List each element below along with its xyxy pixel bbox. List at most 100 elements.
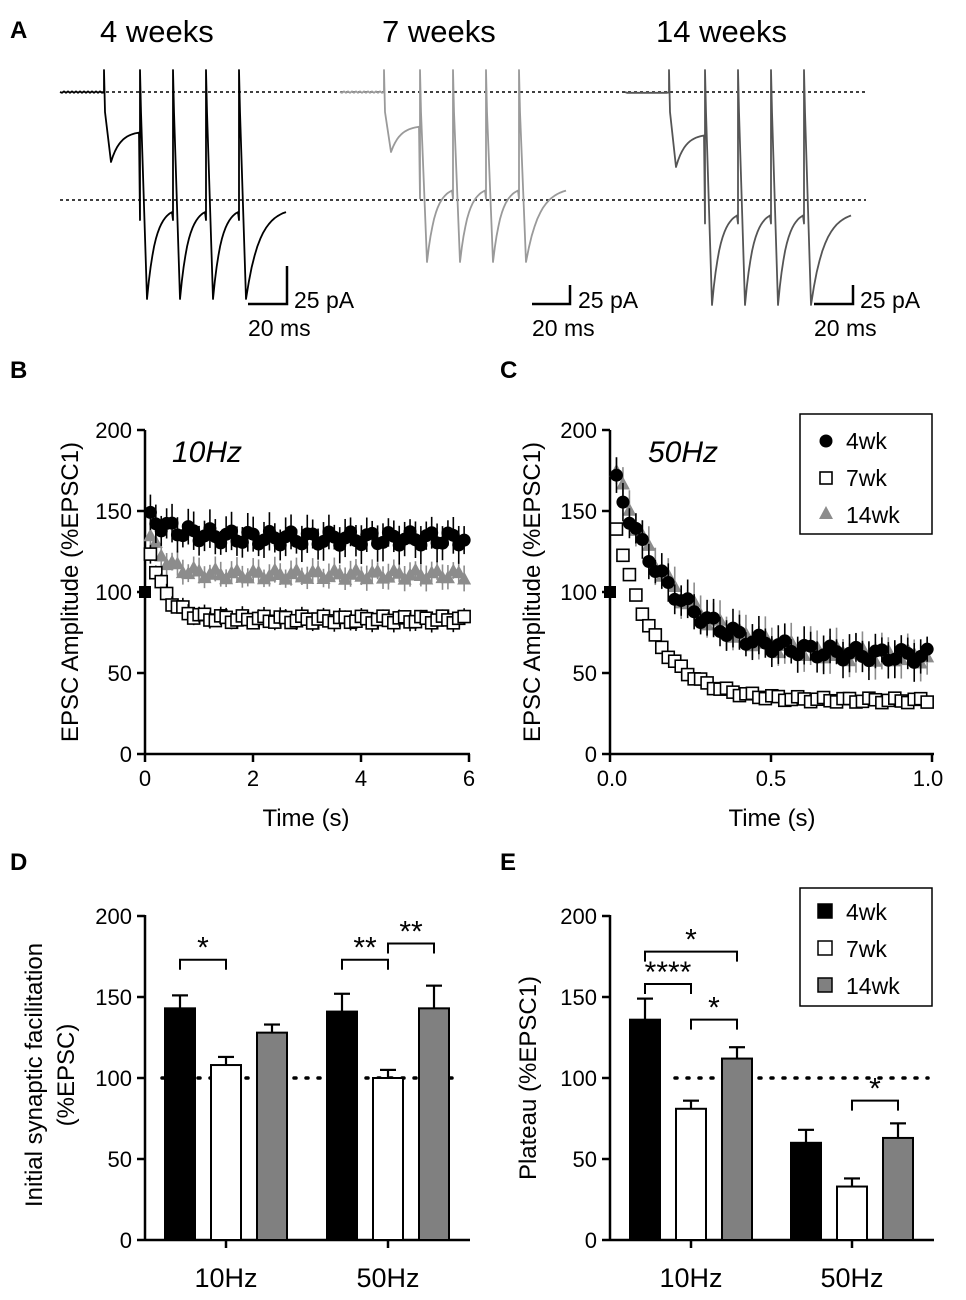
data-point-4wk xyxy=(306,527,320,541)
significance-label: * xyxy=(708,992,720,1025)
scalebar-lines xyxy=(532,285,572,306)
data-point-14wk xyxy=(240,570,255,584)
significance-bracket xyxy=(644,950,738,962)
bar-7wk-50Hz xyxy=(836,1185,868,1242)
data-point-4wk xyxy=(143,505,157,519)
data-point-4wk xyxy=(804,639,818,653)
data-point-4wk xyxy=(165,516,179,530)
bar-7wk-50Hz xyxy=(372,1077,404,1241)
legend-e: 4wk 7wk 14wk xyxy=(799,887,933,1007)
scalebar-7weeks: 25 pA 20 ms xyxy=(532,285,639,341)
panel-c-label: C xyxy=(500,357,517,384)
x-tick-labels: 0 2 4 6 xyxy=(139,766,475,791)
scalebar-time-label: 20 ms xyxy=(532,315,595,341)
epsc-trace xyxy=(339,69,567,263)
y-tick-label: 200 xyxy=(95,418,132,443)
x-tick-label: 6 xyxy=(463,766,475,791)
data-point-4wk xyxy=(295,537,309,551)
y-tick-label: 200 xyxy=(560,904,597,929)
significance-label: ** xyxy=(399,916,423,949)
data-point-14wk xyxy=(143,528,158,542)
x-tick-label: 0.0 xyxy=(597,766,628,791)
data-point-4wk xyxy=(635,533,649,547)
bar-14wk-10Hz xyxy=(256,1031,288,1242)
data-point-4wk xyxy=(457,533,471,547)
frequency-annotation: 50Hz xyxy=(648,436,718,469)
bar-14wk-10Hz xyxy=(721,1057,753,1242)
bar-4wk-10Hz xyxy=(629,1018,661,1241)
panel-e-data: ******* xyxy=(629,924,930,1242)
panel-b-data xyxy=(139,494,472,633)
significance-label: * xyxy=(685,924,697,957)
panel-e-axes: 0 50 100 150 200 10Hz 50Hz Plateau (%EPS… xyxy=(515,904,934,1293)
y-tick-label: 100 xyxy=(560,580,597,605)
data-point-14wk xyxy=(457,571,472,585)
data-point-14wk xyxy=(154,548,169,562)
data-point-14wk xyxy=(440,570,455,584)
y-ticks xyxy=(137,914,145,1242)
data-point-4wk xyxy=(681,592,695,606)
category-label-50hz: 50Hz xyxy=(356,1263,419,1293)
y-tick-label: 100 xyxy=(95,1066,132,1091)
significance-bracket xyxy=(644,983,692,995)
scalebar-amplitude-label: 25 pA xyxy=(578,287,639,313)
x-tick-label: 1.0 xyxy=(913,766,944,791)
data-point-4wk xyxy=(354,538,368,552)
data-point-4wk xyxy=(187,524,201,538)
legend-marker-14wk xyxy=(819,506,833,519)
y-axis-label-line1: Initial synaptic facilitation xyxy=(21,943,48,1207)
panel-c-axes: 0 50 100 150 200 0.0 0.5 1.0 Time (s) EP… xyxy=(519,418,943,832)
significance-label: * xyxy=(197,932,209,965)
data-point-7wk xyxy=(154,574,169,589)
data-point-first xyxy=(139,586,151,598)
data-point-14wk xyxy=(451,565,466,579)
y-tick-labels: 0 50 100 150 200 xyxy=(95,418,132,767)
bar-4wk-10Hz xyxy=(164,1007,196,1242)
significance-bracket xyxy=(341,958,389,970)
data-point-4wk xyxy=(849,640,863,654)
data-point-4wk xyxy=(235,535,249,549)
data-point-7wk xyxy=(622,567,637,582)
y-tick-label: 150 xyxy=(95,985,132,1010)
y-axis-label: EPSC Amplitude (%EPSC1) xyxy=(519,442,546,742)
legend-marker-4wk xyxy=(819,434,833,448)
data-point-4wk xyxy=(616,495,630,509)
y-tick-label: 150 xyxy=(560,499,597,524)
significance-label: * xyxy=(869,1073,881,1106)
data-point-14wk xyxy=(381,569,396,583)
y-axis-label: EPSC Amplitude (%EPSC1) xyxy=(57,442,84,742)
data-point-4wk xyxy=(284,525,298,539)
y-tick-label: 50 xyxy=(108,661,132,686)
y-tick-labels: 0 50 100 150 200 xyxy=(95,904,132,1253)
scalebar-lines xyxy=(814,285,855,306)
data-point-14wk xyxy=(370,563,385,577)
data-point-7wk xyxy=(920,695,934,709)
data-point-14wk xyxy=(229,563,244,577)
data-point-4wk xyxy=(888,652,902,666)
y-tick-label: 0 xyxy=(585,1228,597,1253)
frequency-annotation: 10Hz xyxy=(172,436,242,469)
y-tick-label: 100 xyxy=(560,1066,597,1091)
epsc-trace xyxy=(624,69,852,306)
y-tick-label: 50 xyxy=(573,1147,597,1172)
data-point-4wk xyxy=(609,468,623,482)
y-ticks xyxy=(602,914,610,1242)
x-tick-labels: 0.0 0.5 1.0 xyxy=(597,766,944,791)
legend-label-7wk: 7wk xyxy=(846,936,887,962)
data-point-7wk xyxy=(648,628,663,642)
scalebar-amplitude-label: 25 pA xyxy=(860,287,921,313)
trace-title-14weeks: 14 weeks xyxy=(656,14,787,49)
data-point-14wk xyxy=(170,556,185,570)
data-point-14wk xyxy=(251,564,266,578)
bar-14wk-50Hz xyxy=(882,1136,914,1241)
y-tick-label: 200 xyxy=(560,418,597,443)
y-tick-label: 150 xyxy=(95,499,132,524)
panel-d-label: D xyxy=(10,849,27,876)
panel-d-data: * ** ** xyxy=(160,916,464,1242)
legend-swatch-14wk xyxy=(817,977,833,993)
y-tick-labels: 0 50 100 150 200 xyxy=(560,904,597,1253)
data-point-14wk xyxy=(430,563,445,577)
panel-a-label: A xyxy=(10,17,27,44)
y-tick-label: 0 xyxy=(120,742,132,767)
bar-4wk-50Hz xyxy=(790,1141,822,1242)
